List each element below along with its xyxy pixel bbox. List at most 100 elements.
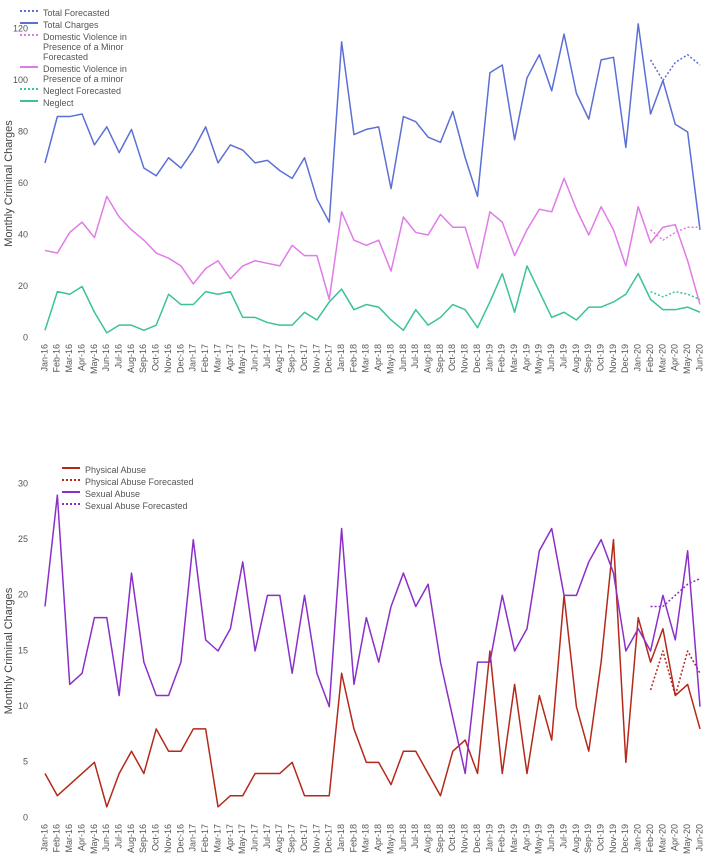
- x-tick-label: Jul-17: [262, 824, 272, 849]
- x-tick-label: Mar-18: [361, 344, 371, 373]
- x-tick-label: May-17: [237, 344, 247, 374]
- y-tick-label: 120: [13, 23, 28, 33]
- y-axis-title: Monthly Criminal Charges: [3, 587, 15, 714]
- x-tick-label: Sep-17: [287, 344, 297, 373]
- y-tick-label: 15: [18, 645, 28, 655]
- y-axis-title: Monthly Criminal Charges: [3, 120, 15, 247]
- legend-label: Total Charges: [43, 20, 99, 30]
- x-tick-label: Nov-19: [608, 824, 618, 853]
- x-tick-label: Mar-19: [509, 344, 519, 373]
- legend-swatch: [20, 10, 38, 18]
- x-tick-label: Aug-17: [274, 824, 284, 853]
- x-tick-label: Jun-19: [546, 344, 556, 372]
- x-tick-label: Jun-16: [101, 824, 111, 852]
- x-tick-label: Jul-19: [558, 824, 568, 849]
- y-tick-label: 25: [18, 534, 28, 544]
- legend-item: Total Forecasted: [20, 8, 161, 18]
- x-tick-label: Apr-19: [521, 824, 531, 851]
- x-tick-label: Dec-18: [472, 344, 482, 373]
- legend-swatch: [62, 491, 80, 499]
- x-tick-label: Jul-16: [114, 344, 124, 369]
- legend-swatch: [20, 34, 38, 42]
- legend-label: Neglect Forecasted: [43, 86, 122, 96]
- x-tick-label: Apr-20: [670, 824, 680, 851]
- x-tick-label: Jan-20: [633, 344, 643, 372]
- x-tick-label: Mar-20: [657, 824, 667, 853]
- x-tick-label: Oct-16: [151, 344, 161, 371]
- x-tick-label: Dec-16: [175, 824, 185, 853]
- x-tick-label: Nov-16: [163, 344, 173, 373]
- x-tick-label: Nov-18: [460, 344, 470, 373]
- x-tick-label: Dec-19: [620, 344, 630, 373]
- y-tick-label: 20: [18, 590, 28, 600]
- legend-label: Physical Abuse: [85, 465, 147, 475]
- x-tick-label: Sep-19: [583, 824, 593, 853]
- x-tick-label: May-20: [682, 344, 692, 374]
- legend-swatch: [20, 100, 38, 108]
- x-tick-label: Dec-16: [175, 344, 185, 373]
- x-tick-label: Feb-19: [497, 344, 507, 373]
- legend-label: Sexual Abuse Forecasted: [85, 501, 188, 511]
- x-tick-label: Mar-20: [657, 344, 667, 373]
- series-line: [44, 265, 701, 334]
- x-tick-label: Dec-17: [324, 344, 334, 373]
- legend-label: Domestic Violence in Presence of a minor: [43, 64, 127, 84]
- x-tick-label: Sep-19: [583, 344, 593, 373]
- x-tick-label: Jan-19: [484, 344, 494, 372]
- x-tick-label: Feb-16: [52, 824, 62, 853]
- x-tick-label: Feb-17: [200, 824, 210, 853]
- x-tick-label: Jan-16: [39, 344, 49, 372]
- x-tick-label: Jun-18: [398, 344, 408, 372]
- legend-swatch: [62, 503, 80, 511]
- x-tick-label: Sep-16: [138, 824, 148, 853]
- x-tick-label: Jul-18: [410, 344, 420, 369]
- legend-label: Neglect: [43, 98, 74, 108]
- x-tick-label: Jun-17: [249, 344, 259, 372]
- legend-item: Neglect: [20, 98, 161, 108]
- x-tick-label: Sep-16: [138, 344, 148, 373]
- x-tick-label: Aug-19: [571, 344, 581, 373]
- legend-item: Neglect Forecasted: [20, 86, 161, 96]
- x-tick-label: Dec-18: [472, 824, 482, 853]
- x-tick-label: Jul-19: [558, 344, 568, 369]
- legend-swatch: [62, 479, 80, 487]
- series-line: [44, 538, 701, 808]
- x-tick-label: Jul-18: [410, 824, 420, 849]
- x-tick-label: Jan-18: [336, 344, 346, 372]
- x-tick-label: Mar-16: [64, 824, 74, 853]
- y-tick-label: 80: [18, 126, 28, 136]
- x-tick-label: Mar-17: [212, 824, 222, 853]
- x-tick-label: Aug-19: [571, 824, 581, 853]
- legend: Physical Abuse Physical Abuse Forecasted S…: [62, 465, 203, 513]
- legend-label: Sexual Abuse: [85, 489, 141, 499]
- x-tick-label: Apr-16: [76, 344, 86, 371]
- x-tick-label: Aug-18: [422, 344, 432, 373]
- x-tick-label: May-16: [89, 344, 99, 374]
- y-tick-label: 100: [13, 75, 28, 85]
- x-tick-label: Feb-20: [645, 824, 655, 853]
- x-tick-label: Mar-18: [361, 824, 371, 853]
- x-tick-label: May-20: [682, 824, 692, 854]
- y-tick-label: 0: [23, 332, 28, 342]
- x-tick-label: Feb-16: [52, 344, 62, 373]
- x-tick-label: Apr-18: [373, 344, 383, 371]
- x-tick-label: May-17: [237, 824, 247, 854]
- series-line: [649, 650, 701, 697]
- legend-label: Physical Abuse Forecasted: [85, 477, 194, 487]
- series-line: [649, 54, 701, 82]
- x-tick-label: Jun-19: [546, 824, 556, 852]
- x-tick-label: May-16: [89, 824, 99, 854]
- x-tick-label: Apr-17: [225, 824, 235, 851]
- y-tick-label: 10: [18, 701, 28, 711]
- legend-label: Domestic Violence in Presence of a Minor…: [43, 32, 127, 62]
- x-tick-label: Jul-17: [262, 344, 272, 369]
- legend-item: Domestic Violence in Presence of a Minor…: [20, 32, 161, 62]
- x-tick-label: Oct-16: [151, 824, 161, 851]
- x-tick-label: Nov-16: [163, 824, 173, 853]
- x-tick-label: Jan-19: [484, 824, 494, 852]
- x-tick-label: Apr-18: [373, 824, 383, 851]
- x-tick-label: Apr-16: [76, 824, 86, 851]
- x-tick-label: Jun-17: [249, 824, 259, 852]
- x-tick-label: Jun-18: [398, 824, 408, 852]
